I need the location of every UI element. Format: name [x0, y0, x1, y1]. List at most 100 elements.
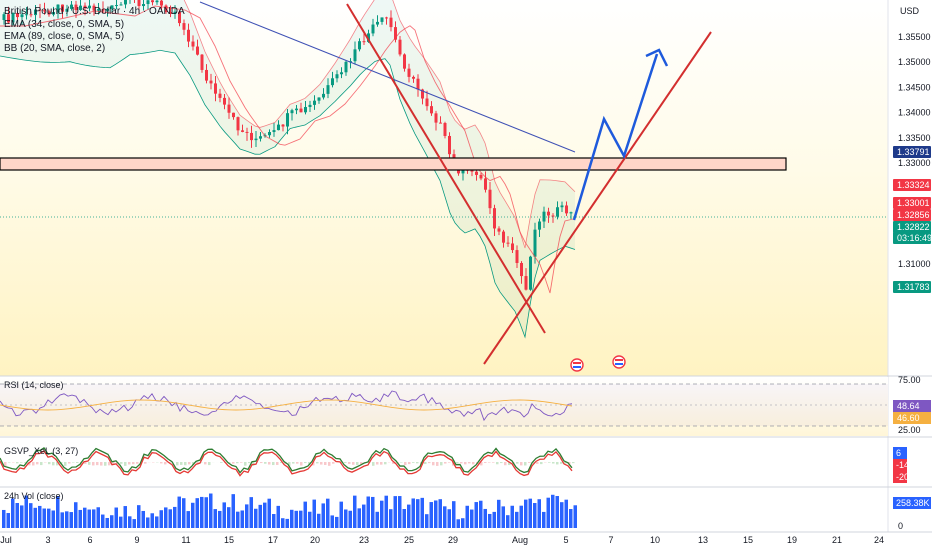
- time-label: 25: [404, 535, 414, 545]
- time-label: Aug: [512, 535, 528, 545]
- osc-histogram-bar: [160, 462, 163, 464]
- legend-ema34[interactable]: EMA (34, close, 0, SMA, 5): [4, 19, 125, 30]
- osc-line-fast: [0, 446, 573, 474]
- time-axis[interactable]: Jul 3 6 9 11 15 17 20 23 25 29 Aug 5 7 10 13 15 19 21 24: [0, 535, 884, 545]
- time-label: 19: [787, 535, 797, 545]
- legend-bb[interactable]: BB (20, SMA, close, 2): [4, 43, 106, 54]
- osc-histogram-bar: [568, 462, 571, 464]
- osc-histogram-bar: [128, 462, 131, 465]
- volume-bar: [204, 497, 208, 528]
- volume-bar: [245, 504, 249, 528]
- osc-histogram-bar: [96, 462, 99, 466]
- volume-bar: [321, 503, 325, 528]
- volume-bar: [384, 495, 388, 528]
- osc-histogram-bar: [184, 462, 187, 466]
- osc-histogram-bar: [32, 462, 35, 466]
- osc-histogram-bar: [348, 462, 351, 464]
- osc-histogram-bar: [572, 462, 575, 464]
- osc-tag-label: -14: [896, 460, 909, 470]
- osc-histogram-bar: [488, 462, 491, 463]
- volume-bar: [366, 496, 370, 528]
- volume-bar: [371, 496, 375, 528]
- resistance-zone[interactable]: [0, 157, 787, 171]
- volume-bar: [110, 515, 114, 528]
- volume-tag-label: 258.38K: [896, 498, 930, 508]
- volume-bar: [524, 499, 528, 528]
- time-label: 21: [832, 535, 842, 545]
- price-tag-label: 1.33324: [897, 180, 930, 190]
- osc-histogram-bar: [108, 462, 111, 466]
- candle-body: [187, 29, 190, 42]
- osc-histogram-bar: [460, 462, 463, 464]
- osc-histogram-bar: [308, 462, 311, 465]
- bollinger-band-area: [0, 0, 575, 338]
- candle-body: [97, 9, 100, 11]
- osc-tag-label: -20: [896, 472, 909, 482]
- instrument-title[interactable]: British Pound / U.S. Dollar · 4h · OANDA: [4, 6, 185, 17]
- rsi-tag: [893, 412, 931, 424]
- volume-bar: [429, 502, 433, 528]
- price-tag-label: 1.32856: [897, 210, 930, 220]
- osc-histogram-bar: [164, 462, 167, 465]
- volume-bar: [456, 519, 460, 528]
- candle-body: [232, 112, 235, 118]
- osc-histogram-bar: [228, 462, 231, 463]
- economic-event-icon[interactable]: [570, 358, 584, 372]
- rsi-label[interactable]: RSI (14, close): [4, 380, 64, 390]
- candle-body: [380, 17, 384, 22]
- candle-body: [7, 14, 10, 23]
- candle-body: [304, 107, 307, 113]
- osc-histogram-bar: [52, 462, 55, 466]
- price-tick-label: 1.35000: [898, 57, 931, 67]
- ascending-trend-line[interactable]: [483, 31, 712, 365]
- osc-histogram-bar: [360, 462, 363, 465]
- volume-bar: [92, 509, 96, 528]
- rsi-tag-label: 46.60: [897, 413, 920, 423]
- price-tag: [893, 146, 931, 158]
- time-label: 23: [359, 535, 369, 545]
- projection-path[interactable]: [572, 53, 659, 221]
- volume-bar: [407, 504, 411, 528]
- osc-histogram-bar: [416, 462, 419, 464]
- rsi-line: [0, 390, 573, 422]
- volume-bar: [434, 500, 438, 528]
- volume-bar: [114, 507, 118, 528]
- volume-label[interactable]: 24h Vol (close): [4, 491, 64, 501]
- descending-trend-line[interactable]: [346, 3, 546, 334]
- volume-bar: [461, 518, 465, 528]
- volume-bar: [564, 499, 568, 528]
- volume-bar: [501, 506, 505, 528]
- candle-body: [335, 74, 339, 79]
- osc-histogram-bar: [176, 462, 179, 466]
- osc-histogram-bar: [448, 462, 451, 463]
- price-tag: [893, 232, 931, 244]
- volume-bar: [213, 509, 217, 528]
- volume-bar: [416, 499, 420, 528]
- economic-event-icon[interactable]: [612, 355, 626, 369]
- price-tag: [893, 197, 931, 209]
- candle-body: [205, 69, 208, 81]
- oscillator-label[interactable]: GSVP_XeL (3, 27): [4, 446, 79, 456]
- volume-bar: [186, 511, 190, 528]
- candle-body: [160, 0, 163, 6]
- candle-body: [565, 205, 568, 214]
- candle-body: [479, 174, 483, 179]
- currency-label[interactable]: USD: [900, 6, 920, 16]
- candle-body: [326, 85, 330, 94]
- candle-body: [470, 170, 474, 172]
- ema89-line: [199, 1, 576, 153]
- volume-bar: [209, 493, 213, 528]
- osc-histogram-bar: [80, 462, 83, 466]
- osc-histogram-bar: [24, 462, 27, 463]
- candle-body: [403, 54, 406, 69]
- candle-body: [38, 9, 42, 11]
- legend-ema89[interactable]: EMA (89, close, 0, SMA, 5): [4, 31, 125, 42]
- candle-body: [47, 11, 51, 15]
- volume-bar: [272, 514, 276, 528]
- candle-body: [20, 14, 24, 18]
- rsi-ma-line: [0, 399, 573, 411]
- osc-histogram-bar: [272, 462, 275, 466]
- volume-bar: [411, 498, 415, 528]
- osc-histogram-bar: [28, 462, 31, 466]
